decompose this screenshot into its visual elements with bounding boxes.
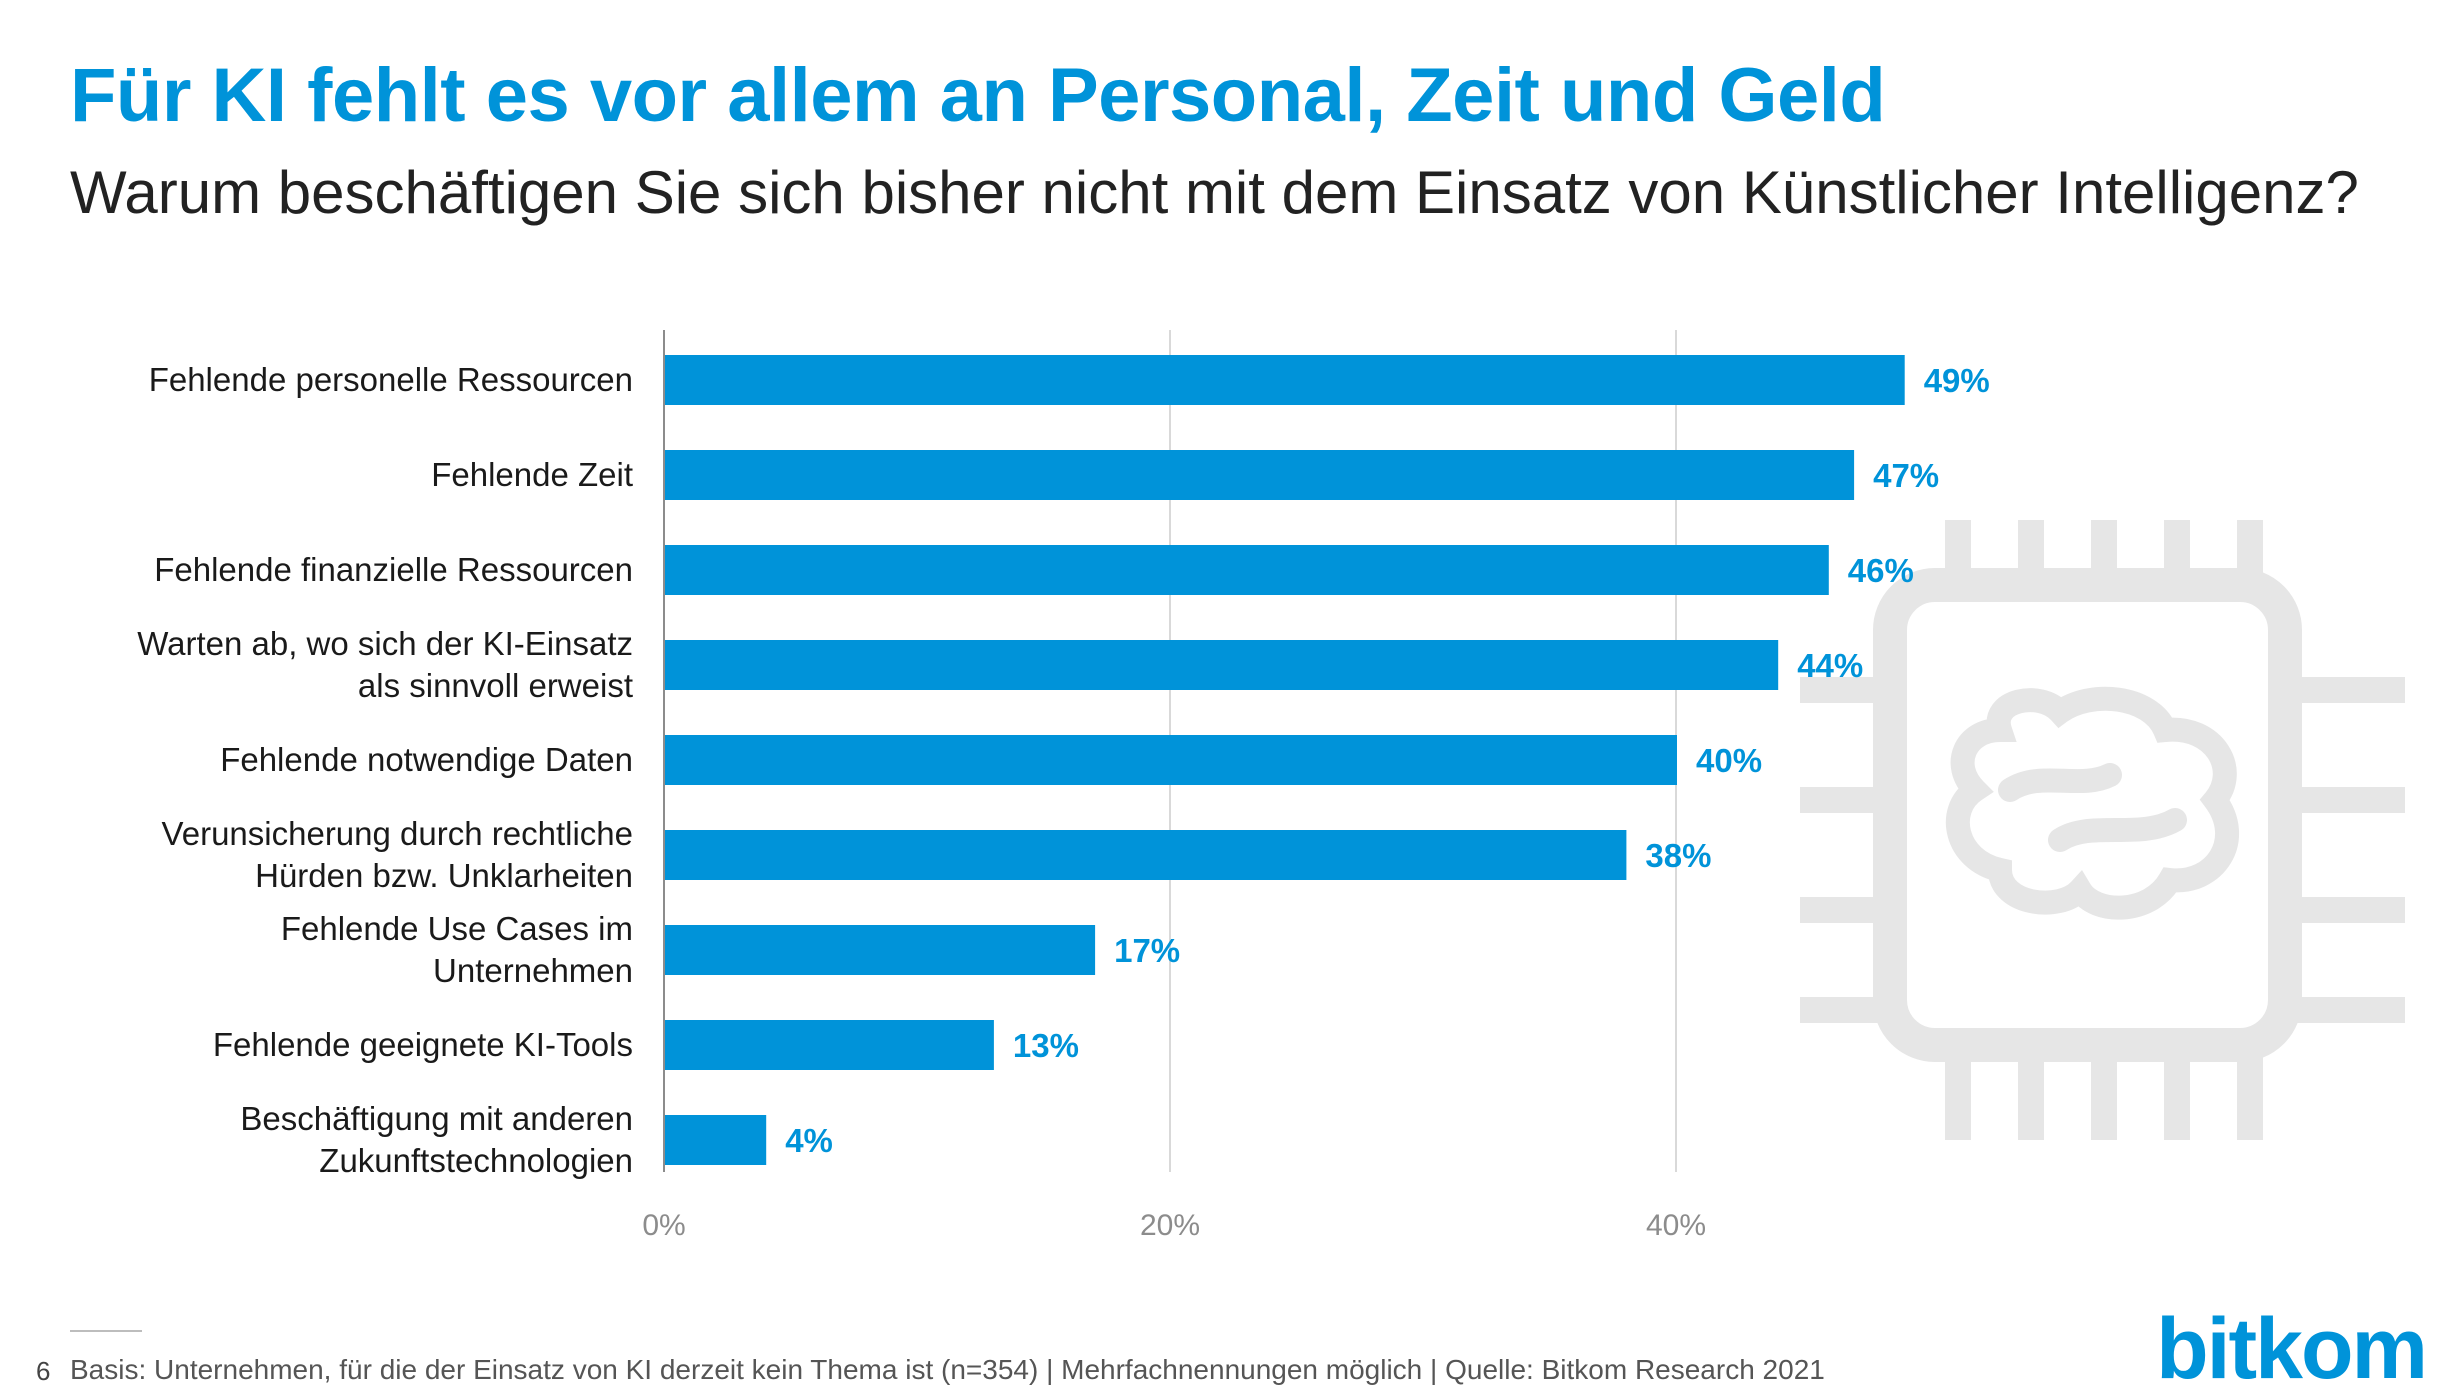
category-label-line: Fehlende finanzielle Ressourcen: [154, 551, 633, 588]
category-label: Fehlende geeignete KI-Tools: [213, 1026, 633, 1063]
category-label: Fehlende Use Cases im Unternehmen: [281, 910, 633, 989]
x-tick-label: 0%: [642, 1209, 685, 1242]
data-label: 40%: [1696, 742, 1762, 779]
page-subtitle: Warum beschäftigen Sie sich bisher nicht…: [70, 159, 2359, 226]
page-number: 6: [36, 1356, 51, 1386]
category-label: Warten ab, wo sich der KI-Einsatz als sin…: [137, 625, 633, 704]
x-tick-label: 40%: [1646, 1209, 1706, 1242]
category-label: Fehlende Zeit: [431, 456, 633, 493]
category-labels: Fehlende personelle Ressourcen Fehlende Z…: [137, 361, 633, 1179]
bar: [665, 450, 1855, 500]
category-label-line: Fehlende personelle Ressourcen: [149, 361, 633, 398]
x-axis-ticks: 0% 20% 40%: [642, 1209, 1706, 1242]
category-label-line: Verunsicherung durch rechtliche: [162, 815, 633, 852]
data-label: 49%: [1924, 362, 1990, 399]
category-label-line: Unternehmen: [433, 952, 633, 989]
category-label-line: Fehlende Zeit: [431, 456, 633, 493]
footer-divider: [70, 1330, 142, 1332]
bar: [665, 355, 1905, 405]
data-label: 4%: [785, 1122, 833, 1159]
data-label: 38%: [1645, 837, 1711, 874]
x-tick-label: 20%: [1140, 1209, 1200, 1242]
category-label-line: als sinnvoll erweist: [358, 667, 633, 704]
category-label: Fehlende personelle Ressourcen: [149, 361, 633, 398]
category-label-line: Hürden bzw. Unklarheiten: [255, 857, 633, 894]
bar: [665, 640, 1779, 690]
category-label-line: Beschäftigung mit anderen: [240, 1100, 633, 1137]
value-labels: 49% 47% 46% 44% 40% 38% 17% 13% 4%: [785, 362, 1990, 1159]
category-label-line: Warten ab, wo sich der KI-Einsatz: [137, 625, 633, 662]
bar: [665, 1115, 767, 1165]
data-label: 46%: [1848, 552, 1914, 589]
category-label: Beschäftigung mit anderen Zukunftstechnol…: [240, 1100, 633, 1179]
bar: [665, 545, 1829, 595]
footnote: Basis: Unternehmen, für die der Einsatz …: [70, 1354, 1825, 1385]
category-label: Fehlende notwendige Daten: [220, 741, 633, 778]
bar: [665, 830, 1627, 880]
bitkom-logo: bitkom: [2156, 1301, 2428, 1397]
data-label: 47%: [1873, 457, 1939, 494]
page-title: Für KI fehlt es vor allem an Personal, Z…: [70, 53, 1886, 138]
data-label: 17%: [1114, 932, 1180, 969]
data-label: 44%: [1797, 647, 1863, 684]
bars: [665, 355, 1905, 1165]
data-label: 13%: [1013, 1027, 1079, 1064]
category-label-line: Zukunftstechnologien: [319, 1142, 633, 1179]
category-label: Verunsicherung durch rechtliche Hürden bz…: [162, 815, 633, 894]
category-label-line: Fehlende notwendige Daten: [220, 741, 633, 778]
bar: [665, 925, 1096, 975]
bar: [665, 1020, 994, 1070]
category-label-line: Fehlende geeignete KI-Tools: [213, 1026, 633, 1063]
category-label-line: Fehlende Use Cases im: [281, 910, 633, 947]
chip-brain-icon: [1800, 520, 2405, 1140]
category-label: Fehlende finanzielle Ressourcen: [154, 551, 633, 588]
bar: [665, 735, 1677, 785]
